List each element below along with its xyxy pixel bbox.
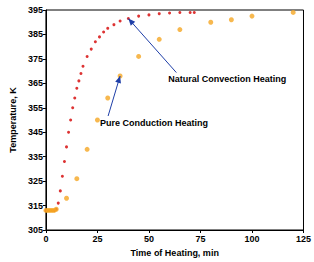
svg-text:325: 325	[28, 176, 43, 186]
svg-text:100: 100	[244, 234, 259, 244]
svg-text:0: 0	[43, 234, 48, 244]
svg-text:50: 50	[144, 234, 154, 244]
svg-text:Temperature, K: Temperature, K	[8, 87, 18, 153]
svg-text:315: 315	[28, 201, 43, 211]
svg-text:355: 355	[28, 103, 43, 113]
svg-text:345: 345	[28, 127, 43, 137]
svg-text:385: 385	[28, 29, 43, 39]
svg-text:365: 365	[28, 78, 43, 88]
svg-text:Pure Conduction Heating: Pure Conduction Heating	[100, 118, 208, 128]
svg-text:Natural Convection Heating: Natural Convection Heating	[168, 74, 286, 84]
svg-text:375: 375	[28, 54, 43, 64]
svg-text:305: 305	[28, 225, 43, 235]
svg-text:125: 125	[296, 234, 311, 244]
svg-text:395: 395	[28, 5, 43, 15]
svg-text:Time of Heating, min: Time of Heating, min	[131, 248, 219, 258]
svg-text:335: 335	[28, 152, 43, 162]
svg-text:75: 75	[195, 234, 205, 244]
svg-text:25: 25	[92, 234, 102, 244]
